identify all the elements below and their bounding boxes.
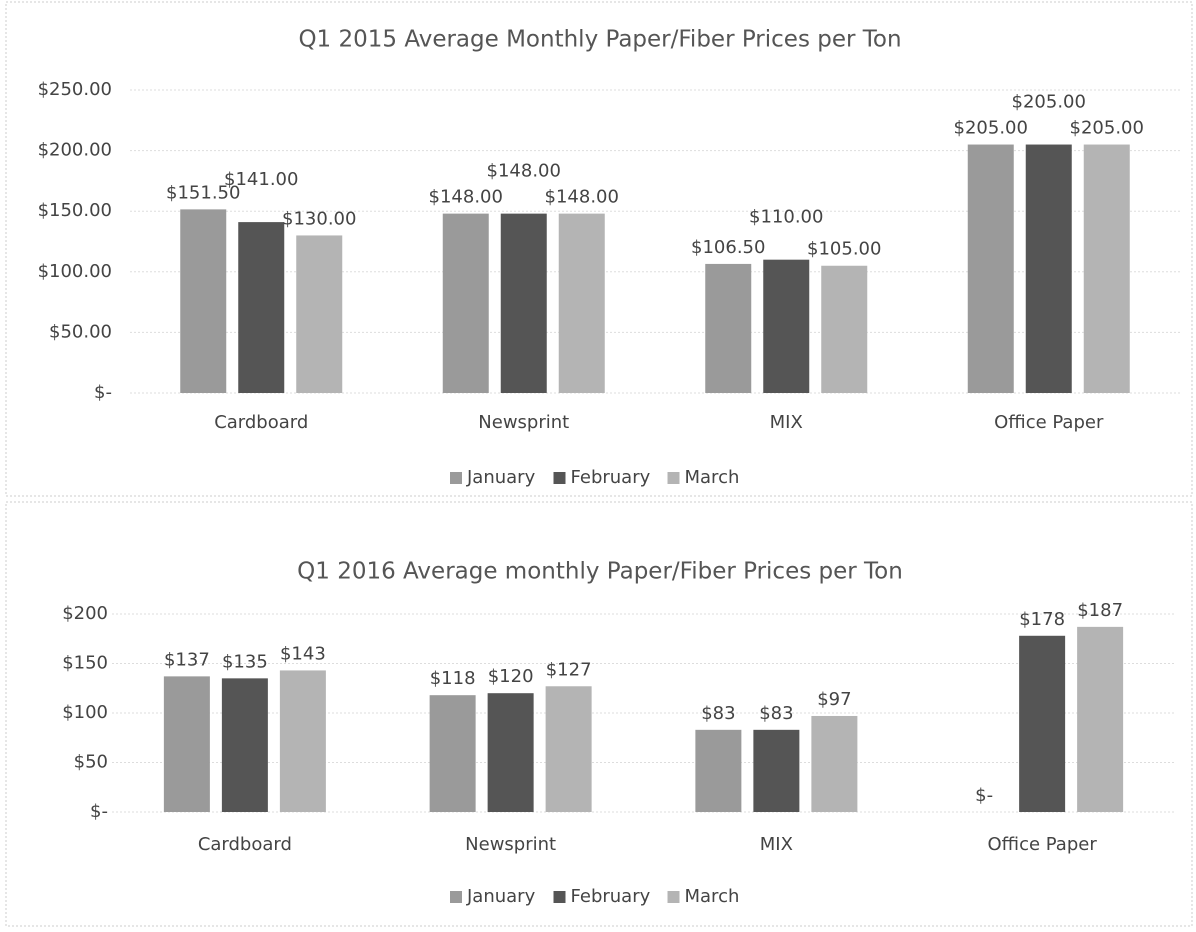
data-label: $187 <box>1077 600 1123 621</box>
bar <box>296 235 343 393</box>
data-label: $137 <box>164 649 210 670</box>
x-tick-label: MIX <box>770 412 803 433</box>
y-tick-label: $100.00 <box>38 261 112 282</box>
data-label: $- <box>975 785 993 806</box>
bar <box>753 729 800 812</box>
bar <box>821 265 868 393</box>
bar <box>163 676 210 812</box>
bar <box>180 209 227 393</box>
y-tick-label: $250.00 <box>38 79 112 100</box>
y-tick-label: $50.00 <box>49 321 112 342</box>
legend-swatch <box>553 891 566 903</box>
y-tick-label: $- <box>90 801 108 822</box>
bar <box>442 213 489 393</box>
data-label: $118 <box>430 668 476 689</box>
data-label: $105.00 <box>807 239 881 260</box>
legend-label: January <box>466 467 536 488</box>
x-tick-label: Cardboard <box>198 834 292 855</box>
bar <box>705 263 752 393</box>
bar <box>1083 144 1130 393</box>
panel-frame <box>5 501 1193 927</box>
data-label: $205.00 <box>1012 92 1086 113</box>
panel-frame <box>5 1 1193 497</box>
data-label: $135 <box>222 651 268 672</box>
x-tick-label: Office Paper <box>988 834 1098 855</box>
legend-swatch <box>667 472 680 484</box>
legend-swatch <box>667 891 680 903</box>
bar <box>1077 626 1124 812</box>
legend-swatch <box>553 472 566 484</box>
data-label: $178 <box>1019 609 1065 630</box>
bar <box>967 144 1014 393</box>
data-label: $127 <box>546 659 592 680</box>
x-tick-label: Cardboard <box>214 412 308 433</box>
data-label: $110.00 <box>749 207 823 228</box>
data-label: $130.00 <box>282 208 356 229</box>
bar <box>221 678 268 812</box>
y-tick-label: $200.00 <box>38 140 112 161</box>
chart-title: Q1 2015 Average Monthly Paper/Fiber Pric… <box>298 27 901 53</box>
legend-label: January <box>466 886 536 907</box>
legend-swatch <box>450 472 462 484</box>
x-tick-label: Newsprint <box>478 412 569 433</box>
bar <box>429 695 476 812</box>
y-tick-label: $150 <box>62 653 108 674</box>
legend-label: February <box>571 886 651 907</box>
legend-label: March <box>685 467 740 488</box>
chart-title: Q1 2016 Average monthly Paper/Fiber Pric… <box>297 559 903 585</box>
bar <box>487 693 534 812</box>
bar <box>558 213 605 393</box>
bar <box>545 686 592 812</box>
data-label: $151.50 <box>166 182 240 203</box>
y-tick-label: $50 <box>74 752 108 773</box>
data-label: $120 <box>488 666 534 687</box>
data-label: $143 <box>280 643 326 664</box>
bar <box>695 729 742 812</box>
data-label: $148.00 <box>487 161 561 182</box>
bar <box>1019 635 1066 812</box>
data-label: $106.50 <box>691 237 765 258</box>
bar <box>279 670 326 812</box>
data-label: $83 <box>759 703 793 724</box>
data-label: $205.00 <box>1070 118 1144 139</box>
legend-swatch <box>450 891 462 903</box>
x-tick-label: MIX <box>760 834 793 855</box>
bar <box>238 222 285 393</box>
bar <box>811 715 858 812</box>
data-label: $205.00 <box>954 118 1028 139</box>
data-label: $148.00 <box>429 187 503 208</box>
data-label: $141.00 <box>224 169 298 190</box>
legend-label: February <box>571 467 651 488</box>
bar <box>500 213 547 393</box>
legend-label: March <box>685 886 740 907</box>
data-label: $97 <box>817 689 851 710</box>
x-tick-label: Office Paper <box>994 412 1104 433</box>
y-tick-label: $- <box>94 382 112 403</box>
x-tick-label: Newsprint <box>465 834 556 855</box>
y-tick-label: $200 <box>62 603 108 624</box>
data-label: $83 <box>701 703 735 724</box>
bar <box>763 259 810 393</box>
data-label: $148.00 <box>545 187 619 208</box>
y-tick-label: $100 <box>62 702 108 723</box>
y-tick-label: $150.00 <box>38 200 112 221</box>
bar <box>1025 144 1072 393</box>
